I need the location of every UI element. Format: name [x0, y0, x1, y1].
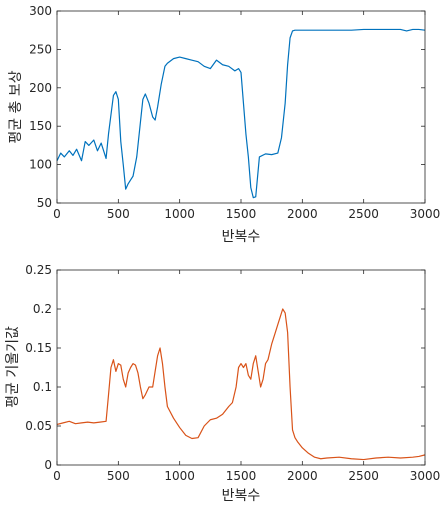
- x-tick-label: 2000: [287, 207, 318, 221]
- y-axis-label: 평균 총 보상: [8, 70, 24, 143]
- y-tick-label: 0: [44, 458, 52, 472]
- y-tick-label: 50: [37, 196, 52, 210]
- tick-group: 0 500 1000 1500 2000 2500 3000 50 100 150 200 250 30…: [29, 4, 440, 221]
- y-axis-label: 평균 기울기값: [5, 326, 21, 408]
- x-tick-label: 0: [53, 207, 61, 221]
- y-tick-label: 300: [29, 4, 52, 18]
- gradient-series-group: [56, 308, 426, 461]
- x-tick-label: 500: [107, 469, 130, 483]
- tick-group: 0 500 1000 1500 2000 2500 3000 0 0.05 0.1 0.15 0.2 0…: [25, 263, 440, 483]
- y-tick-label: 0.1: [33, 380, 52, 394]
- x-tick-label: 500: [107, 207, 130, 221]
- y-tick-label: 250: [29, 42, 52, 56]
- x-tick-label: 3000: [410, 207, 441, 221]
- chart-avg-gradient: 0 500 1000 1500 2000 2500 3000 0 0.05 0.1 0.15 0.2 0…: [5, 263, 440, 504]
- x-tick-label: 0: [53, 469, 61, 483]
- y-tick-label: 0.05: [25, 419, 52, 433]
- y-tick-label: 100: [29, 158, 52, 172]
- x-tick-label: 1000: [164, 207, 195, 221]
- x-tick-label: 3000: [410, 469, 441, 483]
- reward-series-group: [56, 28, 426, 199]
- y-tick-label: 0.25: [25, 263, 52, 277]
- x-tick-label: 2500: [348, 207, 379, 221]
- x-tick-label: 1000: [164, 469, 195, 483]
- series-line-0: [56, 28, 426, 199]
- x-axis-label: 반복수: [222, 488, 261, 504]
- x-tick-label: 2000: [287, 469, 318, 483]
- chart-avg-total-reward: 0 500 1000 1500 2000 2500 3000 50 100 150 200 250 30…: [8, 4, 440, 245]
- series-line-0: [56, 308, 426, 461]
- y-tick-label: 0.15: [25, 341, 52, 355]
- x-tick-label: 1500: [226, 469, 257, 483]
- y-tick-label: 150: [29, 119, 52, 133]
- x-tick-label: 2500: [348, 469, 379, 483]
- x-axis-label: 반복수: [222, 229, 261, 245]
- x-tick-label: 1500: [226, 207, 257, 221]
- y-tick-label: 200: [29, 81, 52, 95]
- plot-frame: [56, 269, 426, 466]
- y-tick-label: 0.2: [33, 302, 52, 316]
